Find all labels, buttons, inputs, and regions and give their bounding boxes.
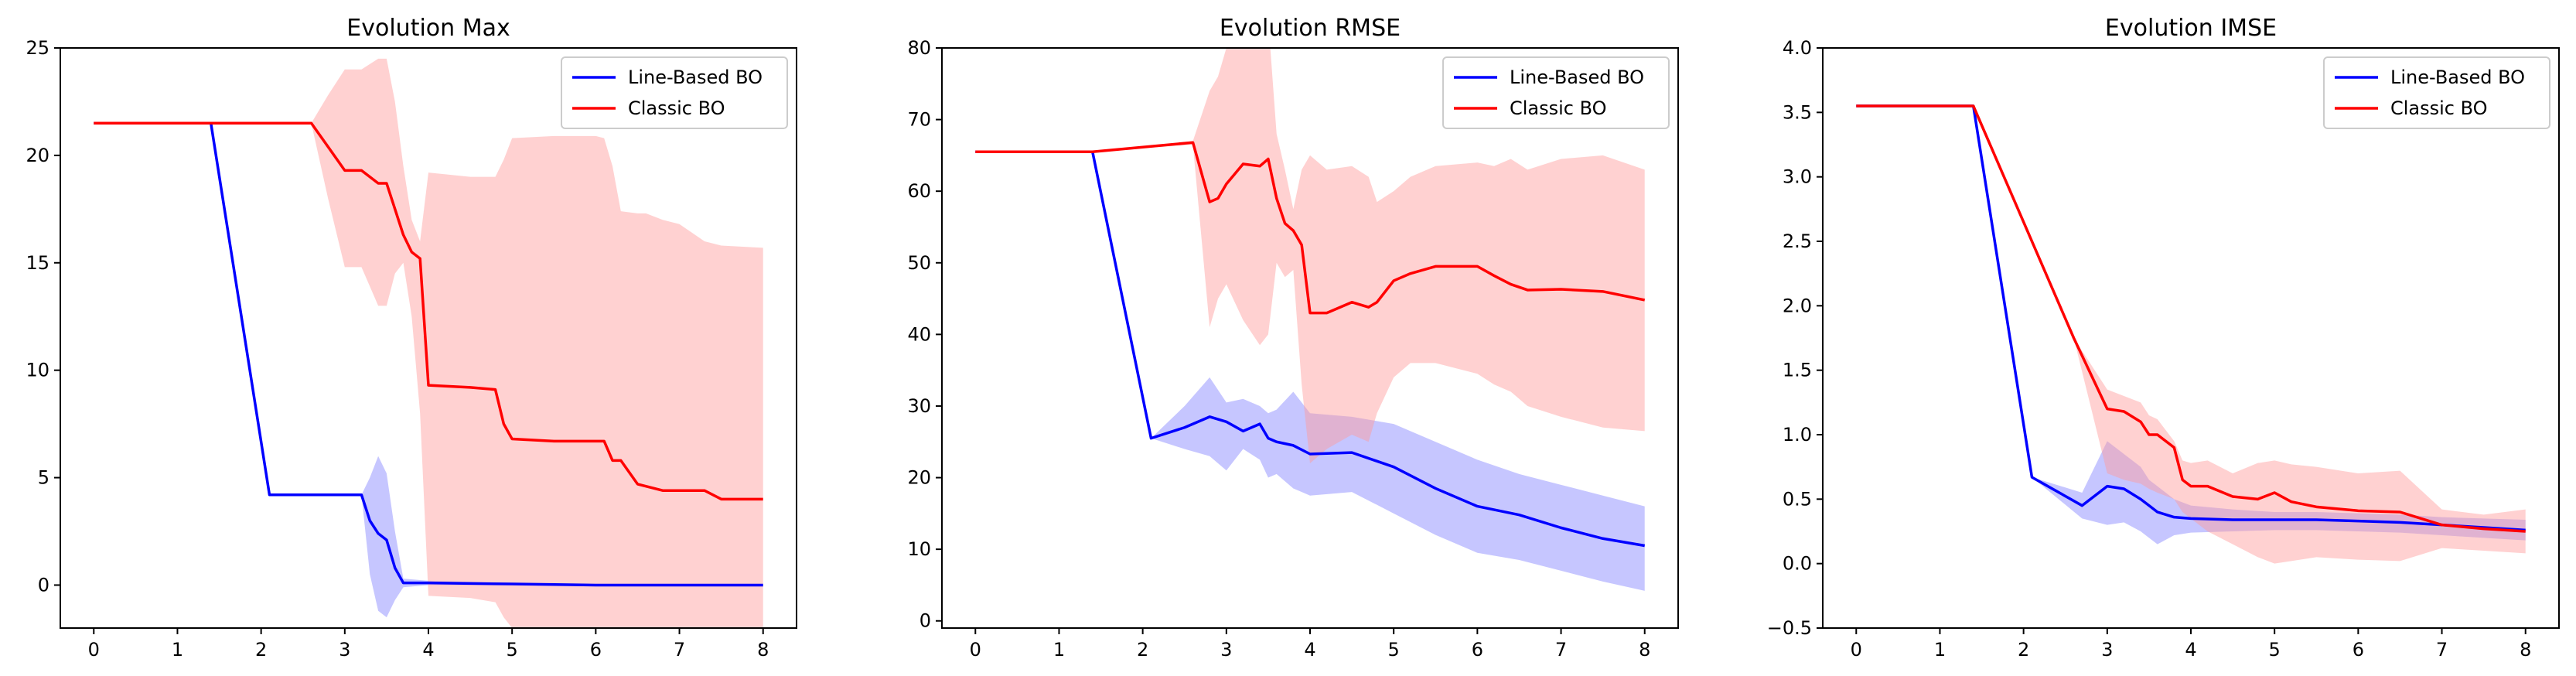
y-tick-label: 0.0	[1783, 553, 1812, 575]
legend-label: Line-Based BO	[2390, 67, 2525, 88]
y-tick-label: 3.0	[1783, 166, 1812, 188]
legend-label: Classic BO	[628, 97, 725, 119]
y-tick-label: 1.5	[1783, 360, 1812, 381]
chart-title: Evolution IMSE	[2105, 15, 2277, 42]
y-tick-label: 2.0	[1783, 295, 1812, 316]
y-tick-label: −0.5	[1767, 617, 1812, 639]
x-tick-label: 6	[1472, 639, 1483, 661]
x-tick-label: 5	[1388, 639, 1400, 661]
band-line-based-bo	[975, 152, 1645, 591]
plot-area	[975, 48, 1646, 591]
plot-area	[1856, 104, 2526, 564]
y-tick-label: 0	[38, 574, 49, 596]
x-tick-label: 3	[2101, 639, 2113, 661]
y-tick-label: 3.5	[1783, 101, 1812, 123]
y-tick-label: 4.0	[1783, 37, 1812, 59]
line-line-based-bo	[975, 150, 1646, 548]
legend-label: Line-Based BO	[628, 67, 763, 88]
x-tick-label: 3	[339, 639, 350, 661]
x-tick-label: 0	[970, 639, 981, 661]
y-tick-label: 0.5	[1783, 488, 1812, 510]
x-tick-label: 6	[590, 639, 602, 661]
y-tick-label: 1.0	[1783, 424, 1812, 446]
y-tick-label: 25	[26, 37, 49, 59]
y-tick-label: 15	[26, 252, 49, 274]
x-tick-label: 0	[88, 639, 100, 661]
x-tick-label: 6	[2353, 639, 2364, 661]
y-tick-label: 2.5	[1783, 230, 1812, 252]
y-tick-label: 80	[907, 37, 931, 59]
y-tick-label: 30	[907, 395, 931, 417]
x-tick-label: 5	[507, 639, 518, 661]
line-classic-bo	[1856, 104, 2526, 533]
y-tick-label: 20	[26, 145, 49, 166]
line-classic-bo	[975, 141, 1646, 315]
x-tick-label: 2	[255, 639, 267, 661]
x-tick-label: 2	[1137, 639, 1148, 661]
plot-evolution-imse: 0 1 2 3 4 5 6 7 8 −0.5 0.0 0.5 1.0 1.5 2.0 2.5 3.0 3.5 4.0…	[1767, 15, 2560, 661]
line-line-based-bo	[94, 121, 763, 587]
x-tick-label: 2	[2018, 639, 2029, 661]
x-tick-label: 4	[422, 639, 434, 661]
x-tick-label: 0	[1851, 639, 1862, 661]
y-tick-label: 5	[38, 467, 49, 489]
y-tick-label: 60	[907, 180, 931, 202]
band-classic-bo	[94, 58, 763, 628]
legend: Line-Based BO Classic BO	[561, 56, 788, 129]
legend: Line-Based BO Classic BO	[1442, 56, 1670, 129]
line-line-based-bo	[1856, 104, 2526, 532]
x-tick-label: 8	[1639, 639, 1650, 661]
x-tick-label: 1	[1053, 639, 1065, 661]
legend: Line-Based BO Classic BO	[2323, 56, 2550, 129]
band-classic-bo	[975, 48, 1645, 464]
plot-area	[94, 58, 763, 628]
y-tick-label: 0	[920, 610, 931, 632]
band-classic-bo	[1856, 106, 2526, 564]
x-tick-label: 1	[1934, 639, 1946, 661]
x-tick-label: 4	[1304, 639, 1315, 661]
y-tick-label: 40	[907, 323, 931, 345]
legend-label: Line-Based BO	[1510, 67, 1644, 88]
x-tick-label: 1	[172, 639, 183, 661]
y-tick-label: 10	[26, 360, 49, 381]
x-tick-label: 3	[1220, 639, 1232, 661]
y-tick-label: 70	[907, 109, 931, 131]
x-tick-label: 4	[2185, 639, 2196, 661]
plot-evolution-max: 0 1 2 3 4 5 6 7 8 0 5 10 15 20 25 Evolution Max Line-Bas…	[26, 15, 797, 661]
chart-title: Evolution RMSE	[1220, 15, 1401, 42]
legend-label: Classic BO	[2390, 97, 2488, 119]
x-tick-label: 7	[674, 639, 685, 661]
x-tick-label: 7	[2436, 639, 2448, 661]
line-classic-bo	[94, 121, 763, 501]
y-tick-label: 50	[907, 252, 931, 274]
x-tick-label: 8	[757, 639, 769, 661]
x-tick-label: 5	[2269, 639, 2281, 661]
y-tick-label: 10	[907, 538, 931, 560]
chart-title: Evolution Max	[346, 15, 510, 42]
y-tick-label: 20	[907, 467, 931, 489]
legend-label: Classic BO	[1510, 97, 1607, 119]
x-tick-label: 7	[1555, 639, 1567, 661]
x-tick-label: 8	[2520, 639, 2531, 661]
